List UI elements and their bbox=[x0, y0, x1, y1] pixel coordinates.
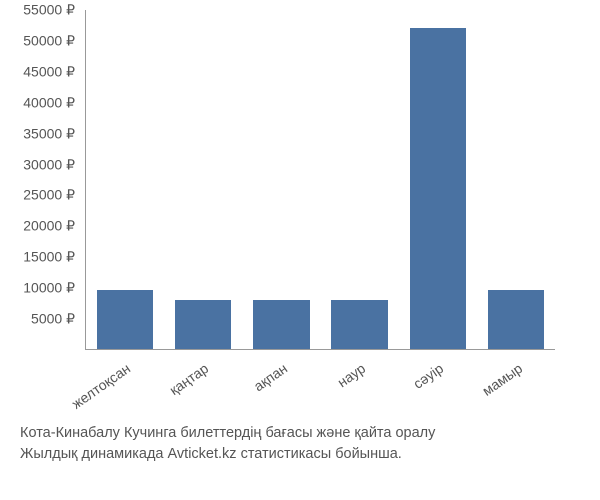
bar-slot bbox=[399, 10, 477, 349]
caption-line-1: Кота-Кинабалу Кучинга билеттердің бағасы… bbox=[20, 423, 590, 444]
y-tick-label: 5000 ₽ bbox=[31, 311, 75, 328]
bar bbox=[488, 290, 544, 349]
y-tick-label: 55000 ₽ bbox=[23, 2, 75, 19]
y-tick-label: 50000 ₽ bbox=[23, 32, 75, 49]
bar-slot bbox=[164, 10, 242, 349]
bar bbox=[410, 28, 466, 349]
x-axis: желтоқсанқаңтарақпаннаурсәуірмамыр bbox=[85, 355, 555, 415]
bar bbox=[175, 300, 231, 349]
x-label-slot: ақпан bbox=[242, 355, 320, 415]
bar-slot bbox=[477, 10, 555, 349]
bar bbox=[97, 290, 153, 349]
bars-container bbox=[86, 10, 555, 349]
bar-slot bbox=[86, 10, 164, 349]
y-tick-label: 30000 ₽ bbox=[23, 156, 75, 173]
chart-caption: Кота-Кинабалу Кучинга билеттердің бағасы… bbox=[20, 423, 590, 465]
bar bbox=[331, 300, 387, 349]
y-tick-label: 35000 ₽ bbox=[23, 125, 75, 142]
plot-area bbox=[85, 10, 555, 350]
y-tick-label: 45000 ₽ bbox=[23, 63, 75, 80]
chart bbox=[85, 10, 555, 350]
y-tick-label: 25000 ₽ bbox=[23, 187, 75, 204]
x-label-slot: мамыр bbox=[477, 355, 555, 415]
y-tick-label: 15000 ₽ bbox=[23, 249, 75, 266]
y-axis: 5000 ₽ 10000 ₽ 15000 ₽ 20000 ₽ 25000 ₽ 30000 … bbox=[0, 10, 80, 350]
x-label-slot: қаңтар bbox=[163, 355, 241, 415]
x-label-slot: сәуір bbox=[398, 355, 476, 415]
y-tick-label: 10000 ₽ bbox=[23, 280, 75, 297]
x-label-slot: желтоқсан bbox=[85, 355, 163, 415]
bar bbox=[253, 300, 309, 349]
bar-slot bbox=[321, 10, 399, 349]
x-label-slot: наур bbox=[320, 355, 398, 415]
y-tick-label: 20000 ₽ bbox=[23, 218, 75, 235]
caption-line-2: Жылдық динамикада Avticket.kz статистика… bbox=[20, 444, 590, 465]
y-tick-label: 40000 ₽ bbox=[23, 94, 75, 111]
bar-slot bbox=[242, 10, 320, 349]
